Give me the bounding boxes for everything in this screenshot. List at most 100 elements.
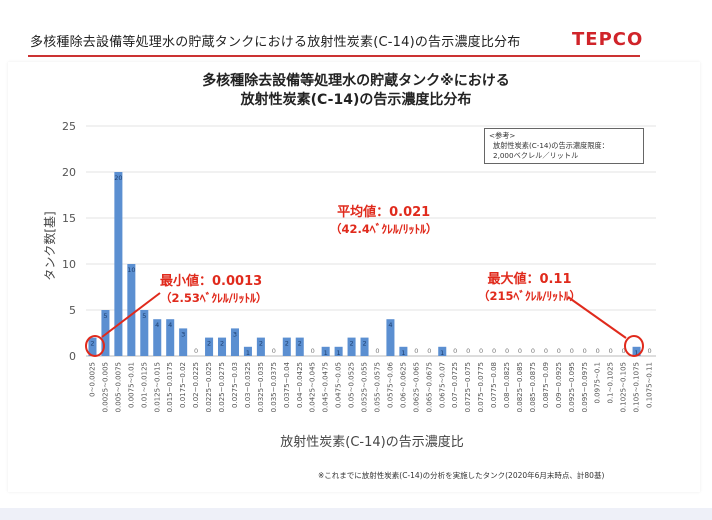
x-tick-label: 0.07~0.0725: [451, 362, 459, 408]
x-tick-label: 0.06~0.0625: [399, 362, 407, 408]
x-tick-label: 0.0725~0.075: [464, 362, 472, 412]
bar: [101, 310, 110, 356]
x-tick-label: 0.045~0.0475: [322, 362, 330, 412]
data-label: 4: [168, 321, 172, 329]
x-tick-label: 0.095~0.0975: [581, 362, 589, 412]
data-label: 0: [414, 347, 418, 355]
bar: [114, 172, 123, 356]
data-label: 0: [518, 347, 522, 355]
data-label: 1: [401, 349, 405, 357]
x-tick-label: 0.01~0.0125: [140, 362, 148, 408]
bar: [127, 264, 136, 356]
x-tick-label: 0.04~0.0425: [296, 362, 304, 408]
bar: [88, 337, 97, 356]
bar: [334, 346, 343, 356]
chart-title-line1: 多核種除去設備等処理水の貯蔵タンク※における: [202, 73, 510, 89]
bar: [386, 319, 395, 356]
data-label: 0: [531, 347, 535, 355]
bar: [321, 346, 330, 356]
y-tick-label: 25: [62, 120, 76, 133]
min-value-arrow: [101, 292, 161, 338]
data-label: 0: [570, 347, 574, 355]
data-label: 1: [634, 349, 638, 357]
data-label: 0: [272, 347, 276, 355]
bar: [632, 346, 641, 356]
x-tick-label: 0.0025~0.005: [101, 362, 109, 412]
data-label: 2: [362, 340, 366, 348]
y-tick-label: 5: [69, 304, 76, 317]
average-value-label: 平均値：0.021: [337, 205, 431, 220]
reference-heading: <参考>: [489, 131, 516, 140]
data-label: 0: [375, 347, 379, 355]
x-tick-label: 0.0275~0.03: [231, 362, 239, 408]
y-tick-label: 10: [62, 258, 76, 271]
data-label: 0: [557, 347, 561, 355]
data-label: 2: [220, 340, 224, 348]
bar: [360, 337, 369, 356]
data-label: 3: [233, 330, 237, 338]
x-tick-label: 0.0775~0.08: [490, 362, 498, 408]
x-tick-label: 0.075~0.0775: [477, 362, 485, 412]
tepco-logo: TEPCO: [572, 29, 644, 50]
bottom-bar: [0, 508, 712, 520]
bar: [153, 319, 162, 356]
data-label: 5: [103, 312, 107, 320]
max-annotation: 最大値：0.11 （215ﾍﾞｸﾚﾙ/ﾘｯﾄﾙ）: [478, 271, 581, 305]
reference-limit-label: 放射性炭素(C-14)の告示濃度限度：: [493, 141, 609, 150]
x-tick-label: 0.025~0.0275: [218, 362, 226, 412]
min-value-sub: （2.53ﾍﾞｸﾚﾙ/ﾘｯﾄﾙ）: [160, 291, 268, 305]
bar: [295, 337, 304, 356]
data-label: 0: [596, 347, 600, 355]
x-tick-label: 0.085~0.0875: [529, 362, 537, 412]
x-axis-label: 放射性炭素(C-14)の告示濃度比: [280, 434, 463, 450]
x-tick-label: 0.005~0.0075: [114, 362, 122, 412]
data-label: 2: [349, 340, 353, 348]
data-label: 0: [583, 347, 587, 355]
bar: [166, 319, 175, 356]
max-value-circle: [624, 335, 644, 357]
max-value-label: 最大値：0.11: [487, 272, 572, 287]
data-label: 20: [114, 174, 122, 182]
x-tick-label: 0.035~0.0375: [270, 362, 278, 412]
y-tick-label: 20: [62, 166, 76, 179]
data-label: 0: [544, 347, 548, 355]
reference-box: <参考> 放射性炭素(C-14)の告示濃度限度： 2,000ベクレル／リットル: [484, 128, 644, 164]
bar: [179, 328, 188, 356]
header-title: 多核種除去設備等処理水の貯蔵タンクにおける放射性炭素(C-14)の告示濃度比分布: [30, 35, 521, 50]
x-tick-label: 0.0175~0.02: [179, 362, 187, 408]
data-label: 2: [285, 340, 289, 348]
data-label: 2: [298, 340, 302, 348]
data-label: 5: [142, 312, 146, 320]
data-label: 0: [466, 347, 470, 355]
data-label: 4: [155, 321, 159, 329]
data-label: 0: [453, 347, 457, 355]
bar: [218, 337, 227, 356]
data-label: 0: [194, 347, 198, 355]
y-axis-label: タンク数[基]: [42, 211, 57, 280]
x-tick-label: 0.0675~0.07: [438, 362, 446, 408]
data-label: 0: [609, 347, 613, 355]
x-tick-label: 0.105~0.1075: [633, 362, 641, 412]
data-label: 3: [181, 330, 185, 338]
x-tick-label: 0.0325~0.035: [257, 362, 265, 412]
bar: [399, 346, 408, 356]
data-label: 1: [440, 349, 444, 357]
data-label: 0: [311, 347, 315, 355]
bar: [205, 337, 214, 356]
data-label: 0: [479, 347, 483, 355]
data-label: 0: [505, 347, 509, 355]
x-tick-label: 0.0475~0.05: [335, 362, 343, 408]
x-tick-label: 0.0225~0.025: [205, 362, 213, 412]
bar: [230, 328, 239, 356]
max-value-sub: （215ﾍﾞｸﾚﾙ/ﾘｯﾄﾙ）: [478, 289, 581, 303]
reference-limit-value: 2,000ベクレル／リットル: [493, 151, 579, 160]
x-tick-label: 0.0975~0.1: [594, 362, 602, 404]
data-label: 4: [388, 321, 392, 329]
header-divider: [28, 55, 640, 57]
average-annotation: 平均値：0.021 （42.4ﾍﾞｸﾚﾙ/ﾘｯﾄﾙ）: [330, 204, 437, 238]
average-value-sub: （42.4ﾍﾞｸﾚﾙ/ﾘｯﾄﾙ）: [330, 222, 438, 236]
bar: [243, 346, 252, 356]
x-tick-label: 0.09~0.0925: [555, 362, 563, 408]
x-tick-label: 0.015~0.0175: [166, 362, 174, 412]
